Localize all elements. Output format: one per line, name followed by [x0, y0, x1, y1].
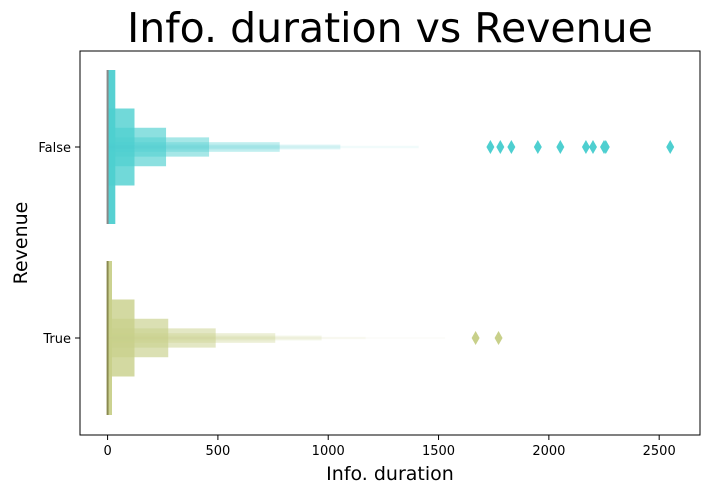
x-tick-label: 0 [103, 444, 111, 459]
outlier-false [533, 140, 542, 154]
box-false-level-7 [107, 145, 419, 149]
chart-title: Info. duration vs Revenue [127, 4, 653, 52]
x-tick-label: 1500 [422, 444, 455, 459]
x-axis-label: Info. duration [326, 463, 454, 485]
y-axis-label: Revenue [10, 202, 32, 285]
plot-frame [79, 50, 701, 436]
outlier-false [486, 140, 495, 154]
outlier-false [581, 140, 590, 154]
outlier-true [471, 331, 480, 345]
x-tick-label: 500 [205, 444, 230, 459]
y-axis: False True [38, 141, 80, 347]
box-true-level-6 [107, 335, 322, 341]
box-true-level-7 [107, 336, 366, 340]
outlier-false [507, 140, 516, 154]
outlier-false [496, 140, 505, 154]
y-tick-label: False [38, 141, 71, 156]
x-tick-label: 1000 [312, 444, 345, 459]
outlier-false [666, 140, 675, 154]
y-tick-label: True [42, 332, 71, 347]
outlier-true [494, 331, 503, 345]
box-false-level-5 [107, 142, 280, 152]
outlier-false [588, 140, 597, 154]
box-false-level-6 [107, 144, 341, 150]
box-true-level-5 [107, 333, 276, 343]
plot-area [106, 70, 675, 415]
box-true-level-8 [107, 337, 446, 339]
x-axis: 0 500 1000 1500 2000 2500 [103, 435, 676, 459]
box-false-level-4 [107, 137, 210, 157]
box-true-level-4 [107, 328, 216, 348]
outlier-false [556, 140, 565, 154]
outlier-false [601, 140, 610, 154]
x-tick-label: 2000 [532, 444, 565, 459]
x-tick-label: 2500 [643, 444, 676, 459]
